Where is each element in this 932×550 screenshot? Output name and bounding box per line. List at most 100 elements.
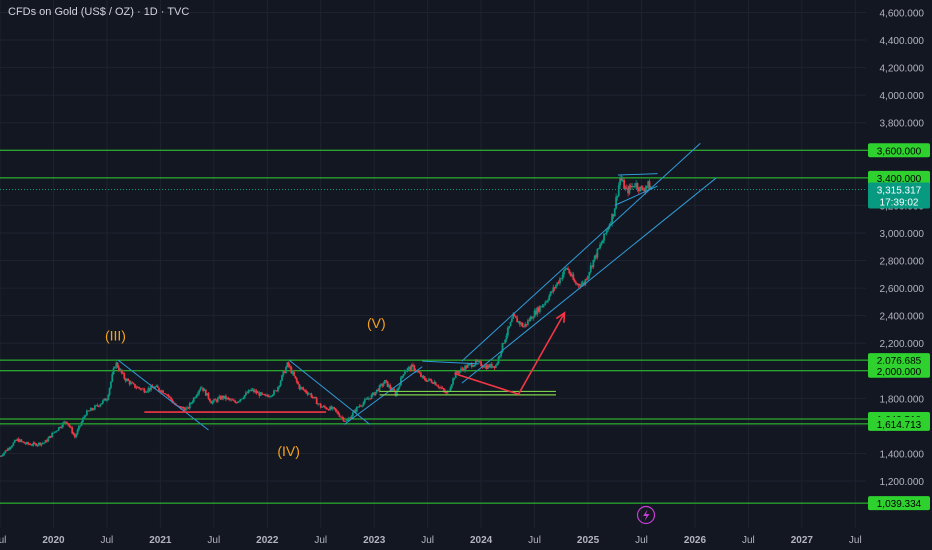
channel-line (461, 177, 717, 384)
candle-body (199, 388, 202, 391)
candle-body (126, 379, 128, 381)
candle-body (526, 320, 529, 325)
candle-body (410, 364, 413, 370)
level-badge-text: 2,000.000 (877, 367, 922, 378)
candle-body (484, 365, 487, 368)
candle-body (102, 400, 104, 404)
candle-body (88, 410, 91, 412)
candle-body (568, 269, 571, 274)
candle-body (611, 214, 613, 224)
candle-body (588, 272, 591, 276)
candle-body (158, 387, 160, 391)
candle-body (239, 399, 242, 401)
candle-body (589, 265, 592, 273)
arrow-head (555, 311, 566, 323)
candle-body (130, 382, 132, 385)
time-axis[interactable]: Jul 2020 Jul 2021 Jul 2022 Jul 2023 Jul 2024 Jul 20… (0, 535, 862, 546)
candle-body (154, 386, 156, 389)
candle-body (314, 396, 317, 399)
candle-body (498, 355, 501, 358)
x-tick-label: 2025 (577, 535, 600, 546)
candle-body (592, 259, 595, 268)
candle-body (595, 255, 597, 258)
candle-body (627, 188, 630, 194)
candle-body (29, 444, 32, 446)
candle-body (79, 425, 82, 427)
candle-body (91, 408, 94, 410)
candle-body (635, 183, 638, 187)
candle-body (599, 244, 601, 249)
candle-body (450, 384, 453, 388)
candle-body (307, 393, 310, 395)
candle-body (383, 380, 386, 384)
candle-body (234, 400, 237, 403)
candle-body (76, 429, 79, 435)
candle-body (513, 314, 516, 317)
candle-body (118, 367, 120, 371)
candle-body (84, 415, 87, 417)
candle-body (400, 377, 402, 386)
candle-body (112, 368, 115, 375)
candle-body (41, 442, 44, 444)
candle-body (490, 363, 493, 368)
candle-body (597, 248, 600, 249)
y-tick-label: 2,600.000 (880, 284, 925, 295)
candle-body (385, 380, 388, 382)
candle-body (37, 442, 40, 445)
candle-body (482, 366, 485, 368)
candle-body (27, 442, 29, 444)
candle-body (321, 406, 323, 408)
candle-body (512, 314, 515, 319)
candle-body (441, 388, 444, 389)
candle-body (544, 302, 547, 305)
symbol-title[interactable]: CFDs on Gold (US$ / OZ) · 1D · TVC (8, 6, 190, 18)
candle-body (77, 426, 80, 430)
candle-body (20, 439, 23, 442)
candle-body (200, 387, 203, 389)
candle-body (55, 431, 58, 433)
candle-body (120, 369, 123, 373)
candles (0, 174, 652, 458)
candle-body (552, 287, 555, 292)
candle-body (318, 403, 321, 405)
candle-body (593, 255, 596, 260)
y-tick-label: 1,200.000 (880, 477, 925, 488)
candle-body (12, 442, 15, 446)
candle-body (4, 450, 7, 453)
candle-body (326, 408, 329, 410)
level-badge-text: 2,076.685 (877, 356, 922, 367)
candle-body (143, 388, 146, 393)
candle-body (293, 371, 295, 376)
candle-body (275, 390, 278, 392)
candle-body (107, 394, 110, 400)
candle-body (405, 370, 408, 372)
candle-body (0, 456, 1, 457)
candle-body (420, 373, 422, 377)
candle-body (365, 398, 368, 400)
candle-body (445, 392, 448, 394)
y-tick-label: 4,200.000 (880, 64, 925, 75)
candle-body (533, 310, 536, 318)
candle-body (553, 287, 556, 289)
candle-body (579, 285, 581, 287)
candle-body (214, 399, 217, 401)
candle-body (25, 442, 28, 444)
candle-body (53, 431, 56, 433)
candle-body (123, 373, 126, 379)
candle-body (262, 394, 265, 395)
candle-body (394, 391, 397, 396)
candle-body (144, 391, 147, 393)
candle-body (422, 375, 425, 378)
y-tick-label: 2,200.000 (880, 339, 925, 350)
candle-body (287, 362, 290, 366)
candle-body (11, 445, 13, 448)
candle-body (576, 283, 579, 285)
wave-label: (IV) (277, 443, 300, 459)
candle-body (442, 388, 445, 391)
lightning-icon[interactable] (636, 505, 656, 525)
candle-body (500, 351, 503, 356)
candle-body (601, 240, 604, 244)
candle-body (51, 433, 54, 438)
candle-body (222, 395, 225, 399)
